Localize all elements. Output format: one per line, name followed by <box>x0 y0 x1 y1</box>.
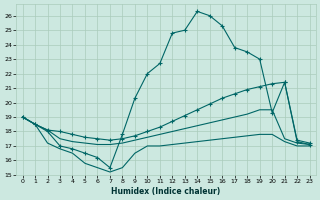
X-axis label: Humidex (Indice chaleur): Humidex (Indice chaleur) <box>111 187 221 196</box>
